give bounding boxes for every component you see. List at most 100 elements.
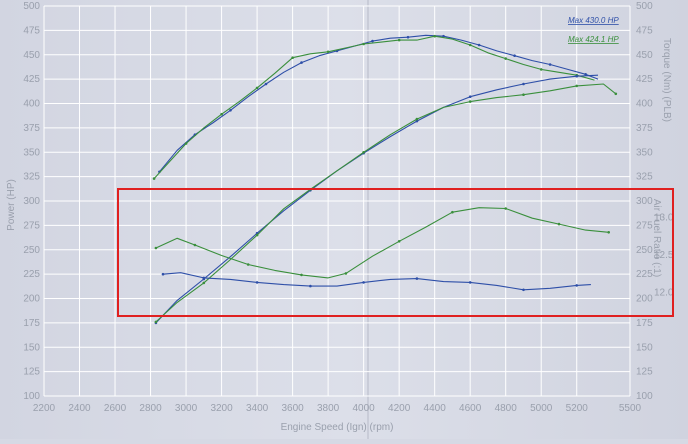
x-tick-label: 4600 [459, 403, 482, 414]
series-point [202, 281, 206, 285]
series-point [300, 273, 303, 277]
y-tick-label: 375 [23, 123, 40, 134]
series-point [468, 95, 472, 98]
y-tick-label-right: 500 [636, 1, 653, 12]
y-tick-label: 300 [23, 196, 40, 207]
series-point [255, 281, 259, 284]
y-tick-label-right: 275 [636, 220, 653, 231]
x-tick-label: 3000 [175, 403, 198, 414]
afr-tick-label: 13.0 [654, 213, 674, 224]
y-tick-label-right: 175 [636, 318, 653, 329]
x-tick-label: 2400 [68, 403, 91, 414]
x-tick-label: 2600 [104, 403, 127, 414]
series-point [309, 284, 312, 288]
series-line-4 [162, 272, 591, 291]
afr-tick-label: 12.5 [654, 250, 674, 261]
series-point [415, 117, 419, 121]
series-point [264, 82, 268, 86]
series-point [607, 231, 610, 234]
series-point [362, 42, 365, 46]
legend-entry-blue: Max 430.0 HP [568, 16, 619, 25]
y-axis-label-right-afr: Air Fuel Ratio (:1) [651, 199, 662, 277]
series-point [442, 34, 445, 38]
y-tick-label-right: 200 [636, 294, 653, 305]
x-tick-label: 4200 [388, 403, 411, 414]
y-tick-label-right: 475 [636, 25, 653, 36]
series-line-5 [155, 207, 609, 279]
series-point [468, 43, 472, 47]
y-axis-label-right-torque: Torque (Nm) (PLB) [661, 38, 672, 122]
y-tick-label-right: 325 [636, 172, 653, 183]
series-point [362, 151, 365, 154]
x-tick-label: 4800 [495, 403, 518, 414]
series-point [575, 84, 578, 88]
series-point [397, 38, 401, 42]
x-tick-label: 5200 [566, 403, 589, 414]
series-point [477, 43, 481, 47]
series-point [584, 73, 587, 76]
x-tick-label: 2200 [33, 403, 56, 414]
y-tick-label-right: 300 [636, 196, 653, 207]
y-tick-label: 200 [23, 294, 40, 305]
series-point [406, 35, 410, 39]
y-tick-label-right: 425 [636, 74, 653, 85]
series-point [220, 112, 223, 116]
series-point [152, 177, 156, 180]
x-tick-label: 3200 [210, 403, 233, 414]
y-tick-label: 325 [23, 172, 40, 183]
y-tick-label: 175 [23, 318, 40, 329]
series-point [522, 288, 525, 292]
series-point [300, 61, 303, 64]
series-point [614, 92, 618, 96]
y-tick-label-right: 125 [636, 367, 653, 378]
highlight-box [117, 188, 674, 317]
series-point [451, 210, 454, 214]
series-point [291, 56, 294, 59]
y-tick-label: 475 [23, 25, 40, 36]
x-tick-label: 3400 [246, 403, 269, 414]
x-tick-label: 5500 [619, 403, 642, 414]
y-tick-label: 250 [23, 245, 40, 256]
x-axis-label: Engine Speed (Ign) (rpm) [281, 422, 394, 433]
series-point [504, 207, 508, 210]
x-tick-label: 4000 [353, 403, 376, 414]
x-tick-label: 3800 [317, 403, 340, 414]
y-tick-label: 225 [23, 269, 40, 280]
y-tick-label: 425 [23, 74, 40, 85]
x-tick-label: 2800 [139, 403, 162, 414]
y-tick-label-right: 400 [636, 99, 653, 110]
x-tick-label: 3600 [281, 403, 304, 414]
series-point [161, 272, 165, 276]
series-line-0 [158, 34, 599, 173]
y-tick-label: 450 [23, 50, 40, 61]
series-point [415, 119, 419, 123]
series-point [539, 68, 543, 71]
y-axis-label-left: Power (HP) [6, 179, 17, 231]
series-point [229, 109, 232, 112]
series-point [548, 63, 552, 66]
series-point [326, 50, 330, 54]
series-point [246, 263, 250, 266]
series-point [575, 74, 578, 78]
y-tick-label-right: 150 [636, 342, 653, 353]
series-point [362, 281, 365, 284]
series-point [184, 142, 188, 145]
afr-tick-label: 12.0 [654, 287, 674, 298]
y-tick-label-right: 450 [636, 50, 653, 61]
series-layer [152, 34, 618, 325]
series-point [575, 284, 578, 287]
y-tick-label-right: 350 [636, 147, 653, 158]
series-point [433, 34, 437, 38]
y-tick-label: 150 [23, 342, 40, 353]
series-point [397, 240, 401, 243]
series-point [513, 54, 516, 57]
y-tick-label: 500 [23, 1, 40, 12]
y-tick-label: 275 [23, 220, 40, 231]
grid [43, 5, 631, 397]
series-point [468, 100, 472, 103]
series-point [371, 39, 374, 43]
series-point [255, 233, 259, 237]
y-tick-label: 350 [23, 147, 40, 158]
